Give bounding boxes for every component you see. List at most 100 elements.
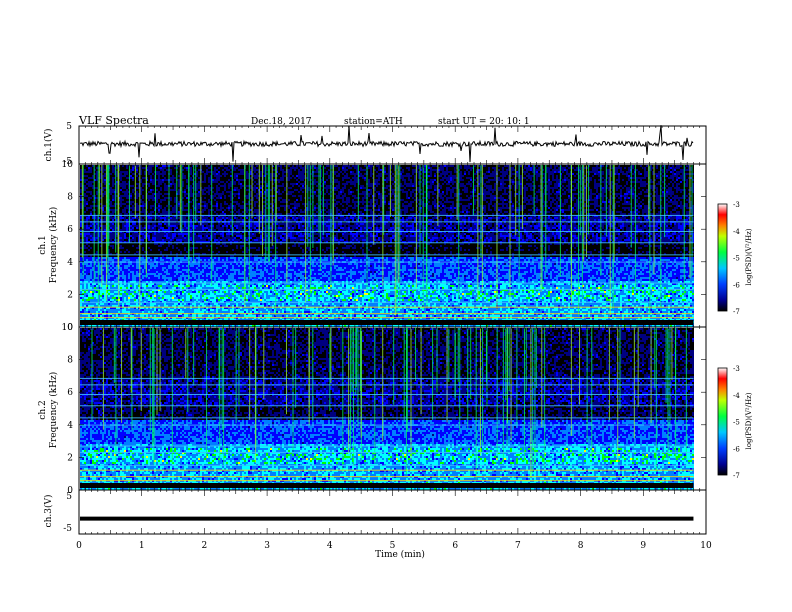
spectrogram-cell <box>656 167 658 169</box>
spectrogram-cell <box>406 169 408 171</box>
spectrogram-cell <box>314 175 316 177</box>
spectrogram-cell <box>270 181 272 183</box>
spectrogram-cell <box>324 191 326 193</box>
spectrogram-cell <box>132 169 134 171</box>
spectrogram-cell <box>618 167 620 169</box>
spectrogram-cell <box>144 177 146 179</box>
spectrogram-cell <box>638 187 640 189</box>
spectrogram-cell <box>172 171 174 173</box>
spectrogram-cell <box>230 183 232 185</box>
spectrogram-cell <box>524 169 526 171</box>
spectrogram-cell <box>352 181 354 183</box>
spectrogram-cell <box>636 173 638 175</box>
spectrogram-cell <box>132 175 134 177</box>
spectrogram-cell <box>388 189 390 191</box>
spectrogram-cell <box>230 187 232 189</box>
spectrogram-cell <box>552 181 554 183</box>
spectrogram-cell <box>484 167 486 169</box>
spectrogram-cell <box>350 169 352 171</box>
spectrogram-cell <box>502 171 504 173</box>
spectrogram-cell <box>562 185 564 187</box>
spectrogram-cell <box>682 167 684 169</box>
spectrogram-cell <box>348 167 350 169</box>
spectrogram-cell <box>280 185 282 187</box>
spectrogram-cell <box>292 177 294 179</box>
spectrogram-cell <box>164 187 166 189</box>
spectrogram-cell <box>130 185 132 187</box>
spectrogram-cell <box>466 177 468 179</box>
spectrogram-cell <box>270 193 272 195</box>
spectrogram-cell <box>156 187 158 189</box>
spectrogram-cell <box>376 171 378 173</box>
spectrogram-cell <box>626 183 628 185</box>
spectrogram-cell <box>80 189 82 191</box>
spectrogram-cell <box>348 181 350 183</box>
spectrogram-cell <box>280 191 282 193</box>
spectrogram-cell <box>166 179 168 181</box>
spectrogram-cell <box>494 171 496 173</box>
spectrogram-cell <box>594 191 596 193</box>
spectrogram-cell <box>682 187 684 189</box>
spectrogram-cell <box>334 183 336 185</box>
spectrogram-cell <box>598 187 600 189</box>
spectrogram-cell <box>672 183 674 185</box>
spectrogram-cell <box>202 169 204 171</box>
spectrogram-cell <box>464 165 466 167</box>
spectrogram-cell <box>460 187 462 189</box>
spectrogram-cell <box>178 177 180 179</box>
spectrogram-cell <box>126 167 128 169</box>
spectrogram-cell <box>216 169 218 171</box>
spectrogram-cell <box>638 173 640 175</box>
spectrogram-cell <box>122 177 124 179</box>
spectrogram-cell <box>170 189 172 191</box>
spectrogram-cell <box>678 191 680 193</box>
spectrogram-cell <box>294 167 296 169</box>
spectrogram-cell <box>144 191 146 193</box>
spectrogram-cell <box>412 185 414 187</box>
spectrogram-cell <box>404 175 406 177</box>
spectrogram-cell <box>356 185 358 187</box>
spectrogram-cell <box>408 175 410 177</box>
spectrogram-cell <box>602 173 604 175</box>
spectrogram-cell <box>228 177 230 179</box>
spectrogram-cell <box>572 183 574 185</box>
spectrogram-cell <box>668 177 670 179</box>
spectrogram-cell <box>450 175 452 177</box>
spectrogram-cell <box>290 171 292 173</box>
spectrogram-cell <box>220 175 222 177</box>
spectrogram-cell <box>126 183 128 185</box>
spectrogram-cell <box>552 179 554 181</box>
spectrogram-cell <box>206 179 208 181</box>
spectrogram-cell <box>384 171 386 173</box>
spectrogram-cell <box>86 169 88 171</box>
spectrogram-cell <box>674 173 676 175</box>
spectrogram-cell <box>86 179 88 181</box>
spectrogram-cell <box>626 177 628 179</box>
spectrogram-cell <box>308 167 310 169</box>
spectrogram-cell <box>686 183 688 185</box>
spectrogram-cell <box>226 187 228 189</box>
spectrogram-cell <box>682 169 684 171</box>
spectrogram-cell <box>278 179 280 181</box>
spectrogram-cell <box>88 191 90 193</box>
spectrogram-cell <box>408 189 410 191</box>
spectrogram-cell <box>668 191 670 193</box>
spectrogram-cell <box>646 191 648 193</box>
spectrogram-cell <box>80 167 82 169</box>
spectrogram-cell <box>462 169 464 171</box>
spectrogram-cell <box>242 171 244 173</box>
spectrogram-cell <box>126 189 128 191</box>
spectrogram-cell <box>170 173 172 175</box>
spectrogram-cell <box>292 189 294 191</box>
spectrogram-cell <box>490 189 492 191</box>
spectrogram-cell <box>574 173 576 175</box>
spectrogram-cell <box>666 187 668 189</box>
spectrogram-cell <box>622 185 624 187</box>
spectrogram-cell <box>516 191 518 193</box>
spectrogram-cell <box>326 191 328 193</box>
spectrogram-cell <box>590 185 592 187</box>
spectrogram-cell <box>464 179 466 181</box>
spectrogram-cell <box>626 169 628 171</box>
spectrogram-cell <box>414 183 416 185</box>
spectrogram-cell <box>488 177 490 179</box>
